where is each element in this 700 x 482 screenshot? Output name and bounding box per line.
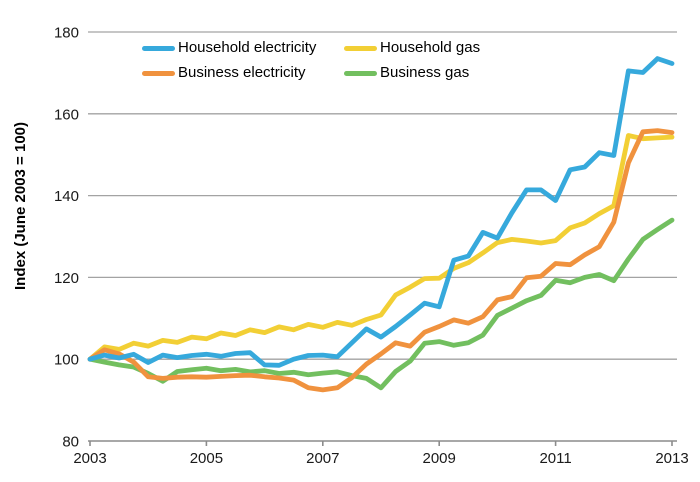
chart-legend: Household electricity Household gas Busi… [142,39,480,82]
x-tick-label: 2005 [190,450,223,467]
series-line-business-gas [87,217,675,391]
x-tick-label: 2003 [73,450,106,467]
series-line-household-electricity [87,56,675,368]
x-tick-label: 2011 [539,450,571,467]
legend-label: Business electricity [178,64,306,81]
legend-item-business-gas: Business gas [344,64,480,82]
y-tick-label: 180 [54,25,79,42]
household-gas-swatch-icon [344,45,377,51]
business-electricity-swatch-icon [142,70,175,76]
x-tick-label: 2013 [655,450,688,467]
series-line-household-gas [87,133,675,362]
business-gas-swatch-icon [344,70,377,76]
y-axis-title: Index (June 2003 = 100) [12,122,29,290]
legend-item-business-electricity: Business electricity [142,64,344,82]
legend-label: Household electricity [178,39,317,56]
y-tick-label: 80 [62,434,79,451]
y-tick-label: 160 [54,106,79,123]
y-tick-label: 100 [54,352,79,369]
series-line-business-electricity [87,128,675,393]
y-tick-label: 120 [54,270,79,287]
x-tick-label: 2009 [423,450,456,467]
legend-label: Business gas [380,64,470,81]
household-electricity-swatch-icon [142,45,175,51]
y-tick-label: 140 [54,188,79,205]
x-tick-label: 2007 [306,450,339,467]
legend-item-household-gas: Household gas [344,39,480,57]
legend-label: Household gas [380,39,481,56]
legend-item-household-electricity: Household electricity [142,39,344,57]
